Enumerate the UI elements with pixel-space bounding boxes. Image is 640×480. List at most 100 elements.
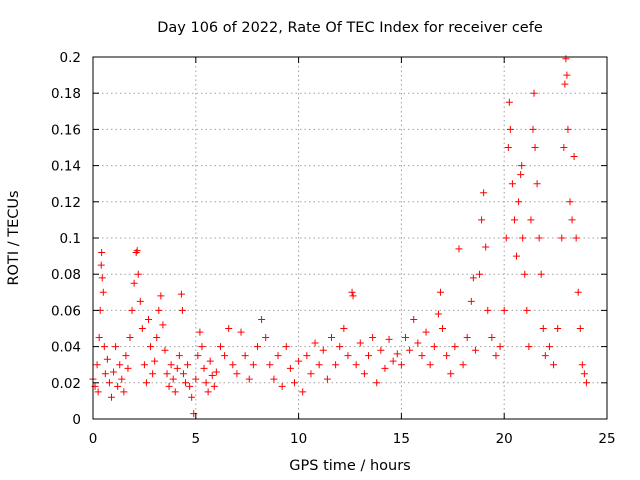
data-point (482, 243, 490, 251)
y-axis-label: ROTI / TECUs (6, 190, 22, 285)
data-point (311, 339, 319, 347)
data-point (545, 343, 553, 351)
data-point (122, 352, 130, 360)
data-point (533, 180, 541, 188)
data-point (216, 343, 224, 351)
data-point (502, 234, 510, 242)
data-point (157, 292, 165, 300)
data-point (505, 98, 513, 106)
x-tick-label: 5 (192, 431, 201, 447)
data-point (496, 343, 504, 351)
data-point (245, 375, 253, 383)
data-point (471, 346, 479, 354)
data-point (110, 368, 118, 376)
data-point (100, 343, 108, 351)
x-tick-label: 20 (496, 431, 513, 447)
data-point (381, 364, 389, 372)
data-point (422, 328, 430, 336)
data-point (510, 216, 518, 224)
data-point (116, 361, 124, 369)
data-point (550, 361, 558, 369)
data-point (352, 361, 360, 369)
data-point (169, 375, 177, 383)
data-point (340, 325, 348, 332)
data-point (307, 370, 315, 378)
data-point (336, 343, 344, 351)
data-point (319, 346, 327, 354)
data-point (537, 270, 545, 278)
data-point (561, 80, 569, 88)
data-point (447, 370, 455, 378)
data-point (515, 198, 523, 206)
data-point (525, 343, 533, 351)
data-point (295, 357, 303, 365)
data-point (531, 144, 539, 151)
data-point (105, 379, 113, 387)
data-point (344, 352, 352, 360)
data-point (282, 343, 290, 351)
data-point (576, 325, 584, 332)
data-point (192, 375, 200, 383)
data-point (513, 252, 521, 260)
data-point (225, 325, 233, 332)
data-point (194, 352, 202, 360)
data-point (521, 270, 529, 278)
data-point (539, 325, 547, 332)
data-point (527, 216, 535, 224)
x-tick-label: 15 (393, 431, 410, 447)
data-point (348, 288, 356, 296)
data-point (570, 153, 578, 161)
data-point (572, 234, 580, 242)
data-point (393, 350, 401, 358)
data-point (476, 270, 484, 278)
data-point (198, 343, 206, 351)
data-point (167, 361, 175, 369)
data-point (332, 361, 340, 369)
data-point (402, 334, 410, 342)
y-tick-label: 0.08 (51, 267, 81, 283)
data-point (221, 352, 229, 360)
data-point (258, 315, 266, 323)
data-point (101, 370, 109, 378)
data-point (518, 162, 526, 170)
y-tick-label: 0.02 (51, 376, 81, 392)
data-point (504, 144, 512, 151)
data-point (492, 352, 500, 360)
data-point (439, 325, 447, 332)
data-point (202, 379, 210, 387)
data-point (480, 189, 488, 197)
data-point (212, 368, 220, 376)
data-point (132, 248, 140, 256)
data-point (159, 321, 167, 329)
data-point (385, 335, 393, 343)
data-point (323, 375, 331, 383)
data-point (568, 216, 576, 224)
data-point (523, 306, 531, 314)
y-tick-label: 0.14 (51, 159, 81, 175)
data-point (142, 379, 150, 387)
data-point (165, 382, 173, 390)
data-point (463, 334, 471, 342)
data-point (406, 346, 414, 354)
data-point (128, 306, 136, 314)
data-point (580, 370, 588, 378)
data-point (315, 361, 323, 369)
data-point (506, 125, 514, 133)
data-point (365, 352, 373, 360)
data-point (430, 343, 438, 351)
data-point (443, 352, 451, 360)
data-point (582, 379, 590, 387)
data-point (124, 364, 132, 372)
data-point (98, 248, 106, 256)
data-point (436, 288, 444, 296)
x-tick-labels: 0 5 10 15 20 25 (89, 431, 616, 447)
data-point (99, 288, 107, 296)
data-point (266, 361, 274, 369)
data-point (188, 393, 196, 401)
data-point (455, 245, 463, 253)
data-point (147, 343, 155, 351)
data-point (140, 361, 148, 369)
data-point (418, 352, 426, 360)
y-tick-label: 0.18 (51, 86, 81, 102)
x-tick-label: 25 (598, 431, 615, 447)
